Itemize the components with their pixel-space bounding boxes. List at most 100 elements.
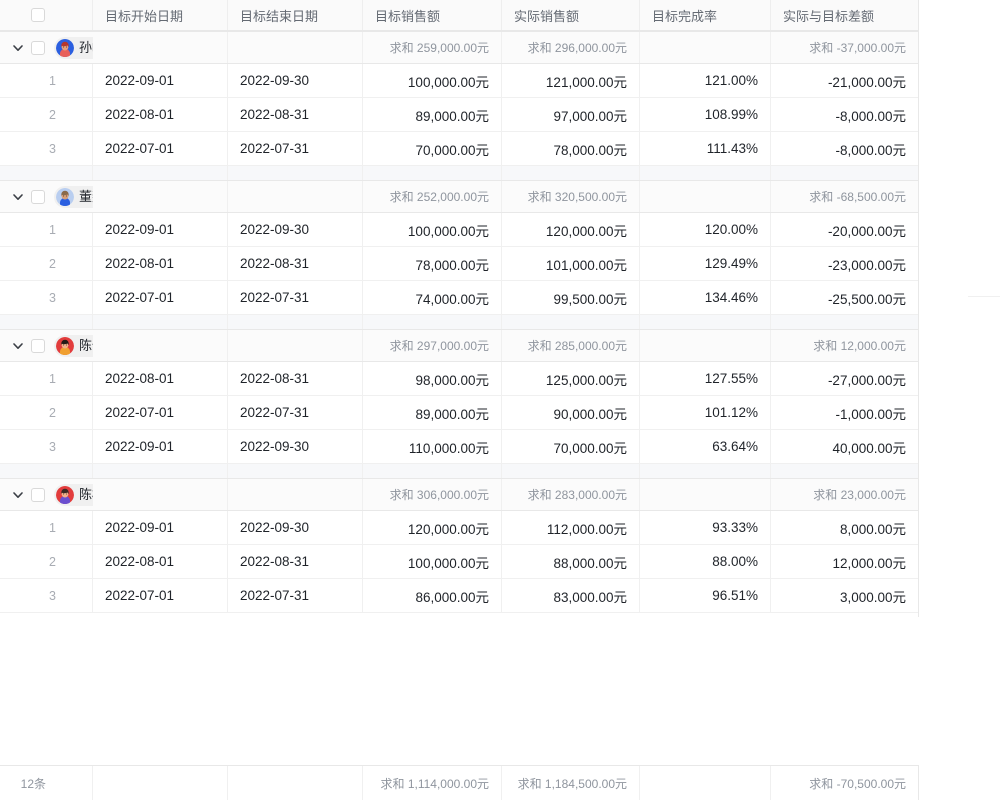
person-chip[interactable]: 董斐 (54, 185, 93, 208)
cell-target-end-date[interactable]: 2022-07-31 (228, 579, 363, 612)
table-row[interactable]: 3 2022-07-01 2022-07-31 70,000.00元 78,000.00… (0, 132, 919, 166)
cell-actual-sales[interactable]: 70,000.00元 (502, 430, 640, 463)
cell-target-sales[interactable]: 86,000.00元 (363, 579, 502, 612)
table-row[interactable]: 2 2022-08-01 2022-08-31 100,000.00元 88,000.0… (0, 545, 919, 579)
cell-actual-sales[interactable]: 97,000.00元 (502, 98, 640, 131)
cell-variance[interactable]: -1,000.00元 (771, 396, 919, 429)
group-target-sum[interactable]: 求和 259,000.00元 (363, 32, 502, 63)
header-actual-sales[interactable]: 实际销售额 (502, 0, 640, 30)
table-row[interactable]: 2 2022-07-01 2022-07-31 89,000.00元 90,000.00… (0, 396, 919, 430)
cell-target-start-date[interactable]: 2022-07-01 (93, 396, 228, 429)
table-row[interactable]: 1 2022-09-01 2022-09-30 120,000.00元 112,000.… (0, 511, 919, 545)
group-rate-sum[interactable] (640, 181, 771, 212)
cell-completion-rate[interactable]: 120.00% (640, 213, 771, 246)
person-chip[interactable]: 陈竹 (54, 334, 93, 357)
cell-completion-rate[interactable]: 93.33% (640, 511, 771, 544)
footer-actual-total[interactable]: 求和 1,184,500.00元 (502, 766, 640, 800)
cell-variance[interactable]: -23,000.00元 (771, 247, 919, 280)
group-target-sum[interactable]: 求和 306,000.00元 (363, 479, 502, 510)
group-target-sum[interactable]: 求和 252,000.00元 (363, 181, 502, 212)
cell-actual-sales[interactable]: 120,000.00元 (502, 213, 640, 246)
table-row[interactable]: 2 2022-08-01 2022-08-31 78,000.00元 101,000.0… (0, 247, 919, 281)
cell-variance[interactable]: -20,000.00元 (771, 213, 919, 246)
cell-target-end-date[interactable]: 2022-09-30 (228, 64, 363, 97)
group-rate-sum[interactable] (640, 330, 771, 361)
cell-target-start-date[interactable]: 2022-07-01 (93, 579, 228, 612)
group-target-sum[interactable]: 求和 297,000.00元 (363, 330, 502, 361)
cell-completion-rate[interactable]: 88.00% (640, 545, 771, 578)
cell-target-sales[interactable]: 78,000.00元 (363, 247, 502, 280)
cell-target-end-date[interactable]: 2022-08-31 (228, 545, 363, 578)
cell-completion-rate[interactable]: 101.12% (640, 396, 771, 429)
footer-rate-total[interactable] (640, 766, 771, 800)
cell-target-start-date[interactable]: 2022-08-01 (93, 545, 228, 578)
cell-target-start-date[interactable]: 2022-07-01 (93, 281, 228, 314)
cell-variance[interactable]: -21,000.00元 (771, 64, 919, 97)
cell-variance[interactable]: -8,000.00元 (771, 98, 919, 131)
header-target-start-date[interactable]: 目标开始日期 (93, 0, 228, 30)
group-select-checkbox[interactable] (31, 40, 45, 55)
chevron-down-icon[interactable] (10, 487, 26, 503)
cell-target-sales[interactable]: 89,000.00元 (363, 98, 502, 131)
cell-target-sales[interactable]: 100,000.00元 (363, 64, 502, 97)
group-select-checkbox[interactable] (31, 338, 45, 353)
cell-completion-rate[interactable]: 111.43% (640, 132, 771, 165)
cell-variance[interactable]: 8,000.00元 (771, 511, 919, 544)
chevron-down-icon[interactable] (10, 338, 26, 354)
header-completion-rate[interactable]: 目标完成率 (640, 0, 771, 30)
cell-target-end-date[interactable]: 2022-07-31 (228, 396, 363, 429)
table-row[interactable]: 2 2022-08-01 2022-08-31 89,000.00元 97,000.00… (0, 98, 919, 132)
chevron-down-icon[interactable] (10, 40, 26, 56)
cell-variance[interactable]: -27,000.00元 (771, 362, 919, 395)
table-row[interactable]: 3 2022-09-01 2022-09-30 110,000.00元 70,000.0… (0, 430, 919, 464)
cell-actual-sales[interactable]: 83,000.00元 (502, 579, 640, 612)
select-all-checkbox[interactable] (31, 8, 45, 22)
cell-actual-sales[interactable]: 90,000.00元 (502, 396, 640, 429)
group-actual-sum[interactable]: 求和 296,000.00元 (502, 32, 640, 63)
table-row[interactable]: 1 2022-09-01 2022-09-30 100,000.00元 120,000.… (0, 213, 919, 247)
cell-target-sales[interactable]: 100,000.00元 (363, 545, 502, 578)
cell-target-start-date[interactable]: 2022-09-01 (93, 511, 228, 544)
cell-completion-rate[interactable]: 129.49% (640, 247, 771, 280)
cell-completion-rate[interactable]: 96.51% (640, 579, 771, 612)
group-rate-sum[interactable] (640, 479, 771, 510)
cell-target-start-date[interactable]: 2022-08-01 (93, 362, 228, 395)
cell-actual-sales[interactable]: 88,000.00元 (502, 545, 640, 578)
group-rate-sum[interactable] (640, 32, 771, 63)
cell-target-end-date[interactable]: 2022-08-31 (228, 247, 363, 280)
group-select-checkbox[interactable] (31, 189, 45, 204)
person-chip[interactable]: 孙峰 (54, 36, 93, 59)
footer-target-total[interactable]: 求和 1,114,000.00元 (363, 766, 502, 800)
header-target-end-date[interactable]: 目标结束日期 (228, 0, 363, 30)
chevron-down-icon[interactable] (10, 189, 26, 205)
cell-target-end-date[interactable]: 2022-08-31 (228, 98, 363, 131)
cell-variance[interactable]: -8,000.00元 (771, 132, 919, 165)
cell-actual-sales[interactable]: 78,000.00元 (502, 132, 640, 165)
cell-target-sales[interactable]: 110,000.00元 (363, 430, 502, 463)
group-select-checkbox[interactable] (31, 487, 45, 502)
cell-completion-rate[interactable]: 121.00% (640, 64, 771, 97)
cell-variance[interactable]: 3,000.00元 (771, 579, 919, 612)
person-chip[interactable]: 陈楠 (54, 483, 93, 506)
cell-target-sales[interactable]: 120,000.00元 (363, 511, 502, 544)
group-actual-sum[interactable]: 求和 320,500.00元 (502, 181, 640, 212)
cell-actual-sales[interactable]: 125,000.00元 (502, 362, 640, 395)
cell-target-sales[interactable]: 98,000.00元 (363, 362, 502, 395)
group-diff-sum[interactable]: 求和 12,000.00元 (771, 330, 919, 361)
cell-actual-sales[interactable]: 101,000.00元 (502, 247, 640, 280)
cell-target-start-date[interactable]: 2022-09-01 (93, 430, 228, 463)
group-diff-sum[interactable]: 求和 -37,000.00元 (771, 32, 919, 63)
cell-target-start-date[interactable]: 2022-08-01 (93, 247, 228, 280)
cell-target-start-date[interactable]: 2022-09-01 (93, 213, 228, 246)
cell-completion-rate[interactable]: 108.99% (640, 98, 771, 131)
cell-target-end-date[interactable]: 2022-09-30 (228, 430, 363, 463)
cell-target-sales[interactable]: 70,000.00元 (363, 132, 502, 165)
cell-target-start-date[interactable]: 2022-07-01 (93, 132, 228, 165)
cell-actual-sales[interactable]: 121,000.00元 (502, 64, 640, 97)
cell-completion-rate[interactable]: 63.64% (640, 430, 771, 463)
table-row[interactable]: 1 2022-09-01 2022-09-30 100,000.00元 121,000.… (0, 64, 919, 98)
cell-target-end-date[interactable]: 2022-09-30 (228, 213, 363, 246)
cell-target-end-date[interactable]: 2022-09-30 (228, 511, 363, 544)
cell-target-end-date[interactable]: 2022-07-31 (228, 281, 363, 314)
group-diff-sum[interactable]: 求和 23,000.00元 (771, 479, 919, 510)
